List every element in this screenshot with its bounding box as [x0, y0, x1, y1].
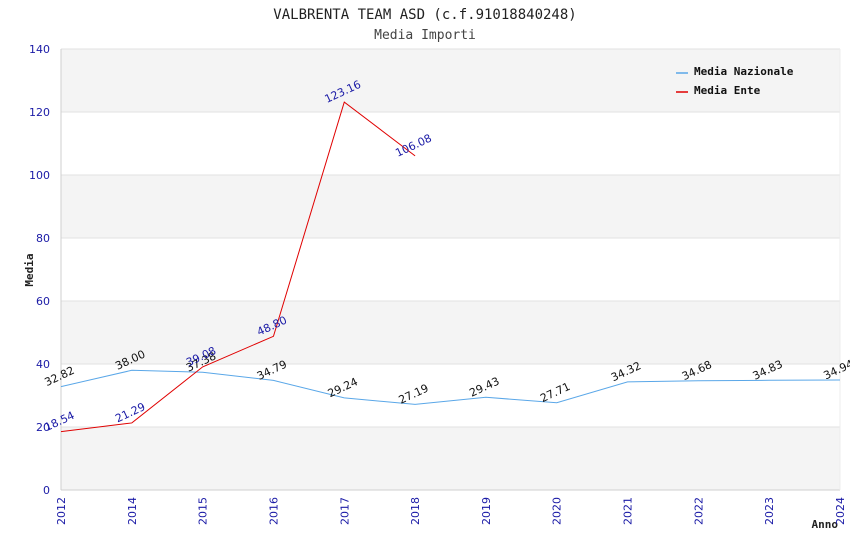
grid-bands	[61, 49, 840, 490]
legend: Media Nazionale Media Ente	[676, 65, 794, 97]
x-tick-label: 2020	[551, 497, 564, 525]
y-axis-title: Media	[23, 253, 36, 286]
y-tick-label: 40	[36, 358, 50, 371]
chart-subtitle: Media Importi	[374, 28, 476, 43]
x-tick-label: 2014	[126, 497, 139, 525]
y-tick-label: 0	[43, 484, 50, 497]
legend-label-media-ente: Media Ente	[694, 84, 761, 97]
x-tick-label: 2021	[622, 497, 635, 525]
series-line-media-nazionale	[60, 369, 841, 405]
data-label: 106.08	[393, 132, 433, 160]
data-label: 29.43	[467, 375, 501, 400]
series-lines	[60, 101, 841, 433]
chart-title: VALBRENTA TEAM ASD (c.f.91018840248)	[273, 7, 576, 23]
y-tick-label: 80	[36, 232, 50, 245]
x-tick-label: 2024	[834, 497, 847, 525]
y-tick-label: 100	[29, 169, 50, 182]
x-tick-label: 2018	[409, 497, 422, 525]
grid-band	[61, 49, 840, 112]
y-tick-label: 140	[29, 43, 50, 56]
x-axis-title: Anno	[812, 518, 839, 531]
axes	[60, 49, 841, 491]
legend-label-media-nazionale: Media Nazionale	[694, 65, 794, 78]
series-line-media-ente	[60, 101, 416, 433]
y-tick-labels: 0 20 40 60 80 100 120 140	[29, 43, 50, 497]
x-tick-labels: 2012 2014 2015 2016 2017 2018 2019 2020 2021 2022…	[55, 497, 847, 525]
x-tick-label: 2012	[55, 497, 68, 525]
x-tick-label: 2016	[267, 497, 280, 525]
grid-band	[61, 427, 840, 490]
x-tick-label: 2019	[480, 497, 493, 525]
y-tick-label: 20	[36, 421, 50, 434]
data-label: 21.29	[113, 400, 147, 425]
data-label: 29.24	[326, 375, 360, 400]
x-tick-label: 2023	[763, 497, 776, 525]
y-tick-label: 120	[29, 106, 50, 119]
grid-band	[61, 175, 840, 238]
y-tick-label: 60	[36, 295, 50, 308]
x-tick-label: 2015	[197, 497, 210, 525]
grid-lines	[61, 48, 840, 491]
grid-band	[61, 301, 840, 364]
x-tick-label: 2022	[692, 497, 705, 525]
x-tick-label: 2017	[338, 497, 351, 525]
data-label: 27.71	[538, 380, 572, 405]
